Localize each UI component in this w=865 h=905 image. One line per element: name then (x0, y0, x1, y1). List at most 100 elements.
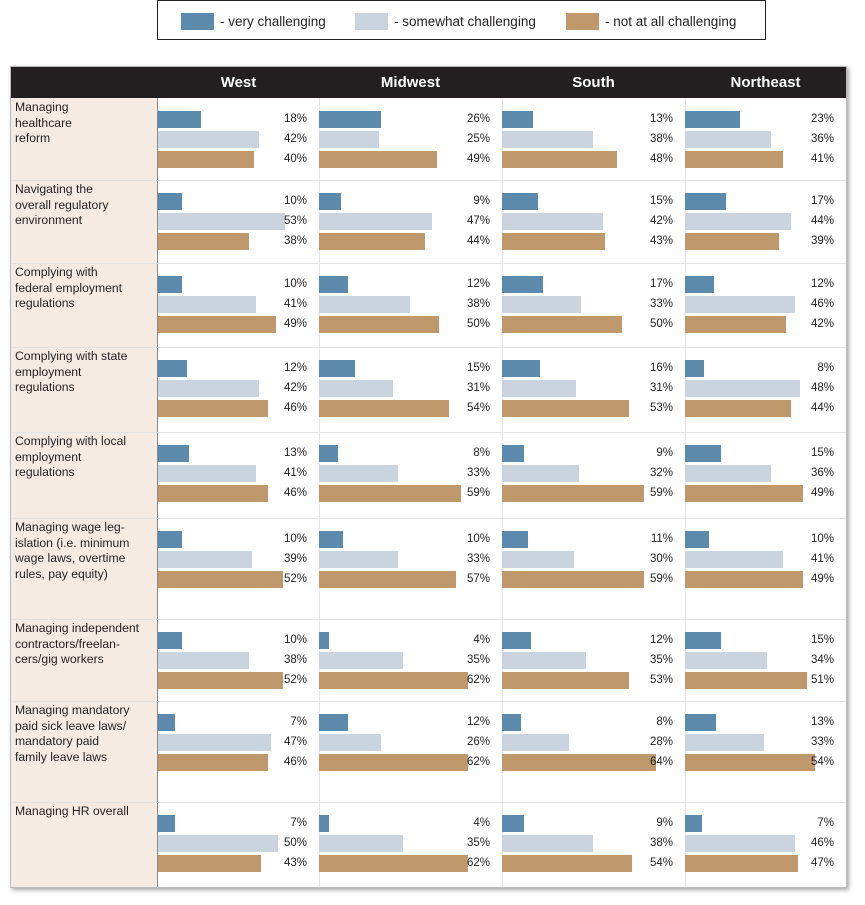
bar-west-not-at-all-challenging (158, 233, 249, 250)
data-label: 15% (649, 195, 673, 207)
bar-midwest-not-at-all-challenging (319, 571, 456, 588)
bar-midwest-very-challenging (319, 111, 381, 128)
row-label-line: employment (15, 449, 82, 464)
bar-south-not-at-all-challenging (502, 571, 644, 588)
data-label: 53% (649, 674, 673, 686)
bar-northeast-not-at-all-challenging (685, 400, 791, 417)
data-label: 4% (473, 634, 490, 646)
data-label: 8% (656, 716, 673, 728)
data-label: 13% (810, 716, 834, 728)
bar-northeast-very-challenging (685, 714, 716, 731)
data-label: 50% (649, 318, 673, 330)
data-label: 12% (466, 278, 490, 290)
legend-swatch-very (181, 13, 214, 30)
bar-midwest-very-challenging (319, 276, 348, 293)
data-label: 7% (290, 817, 307, 829)
data-label: 33% (466, 467, 490, 479)
bar-south-somewhat-challenging (502, 465, 579, 482)
label-column (11, 98, 158, 887)
bar-midwest-somewhat-challenging (319, 465, 398, 482)
row-label-line: Managing mandatory (15, 703, 130, 717)
data-label: 12% (466, 716, 490, 728)
bar-midwest-somewhat-challenging (319, 131, 379, 148)
data-label: 44% (466, 235, 490, 247)
data-label: 59% (466, 487, 490, 499)
row-label-line: Complying with state (15, 349, 128, 363)
data-label: 59% (649, 573, 673, 585)
data-label: 64% (649, 756, 673, 768)
bar-midwest-very-challenging (319, 815, 329, 832)
data-label: 17% (649, 278, 673, 290)
bar-northeast-very-challenging (685, 276, 714, 293)
data-label: 25% (466, 133, 490, 145)
data-label: 62% (466, 756, 490, 768)
data-label: 42% (283, 133, 307, 145)
data-label: 50% (466, 318, 490, 330)
data-label: 10% (283, 533, 307, 545)
data-label: 43% (283, 857, 307, 869)
data-label: 47% (283, 736, 307, 748)
bar-west-somewhat-challenging (158, 213, 285, 230)
data-label: 11% (650, 533, 673, 545)
data-label: 12% (283, 362, 307, 374)
row-divider (11, 432, 846, 433)
row-label-line: reform (15, 131, 51, 145)
row-label: Navigating the overall regulatory environm… (15, 182, 155, 229)
row-label-line: islation (i.e. minimum (15, 535, 130, 550)
bar-midwest-somewhat-challenging (319, 213, 432, 230)
row-label-line: Complying with (15, 265, 98, 279)
bar-northeast-somewhat-challenging (685, 465, 771, 482)
bar-south-not-at-all-challenging (502, 672, 629, 689)
bar-northeast-very-challenging (685, 815, 702, 832)
row-label: Managing independent contractors/freelan-… (15, 621, 155, 668)
row-label: Managing HR overall (15, 804, 155, 820)
row-label-line: contractors/freelan- (15, 636, 120, 651)
bar-south-not-at-all-challenging (502, 754, 656, 771)
bar-midwest-very-challenging (319, 445, 338, 462)
data-label: 4% (473, 817, 490, 829)
data-label: 54% (810, 756, 834, 768)
data-label: 54% (466, 402, 490, 414)
row-label-line: overall regulatory (15, 197, 109, 212)
data-label: 33% (649, 298, 673, 310)
bar-south-not-at-all-challenging (502, 855, 632, 872)
row-label-line: wage laws, overtime (15, 551, 126, 565)
data-label: 17% (810, 195, 834, 207)
data-label: 35% (466, 654, 490, 666)
bar-west-not-at-all-challenging (158, 855, 261, 872)
data-label: 38% (283, 235, 307, 247)
data-label: 53% (649, 402, 673, 414)
data-label: 38% (283, 654, 307, 666)
data-label: 46% (283, 756, 307, 768)
data-label: 8% (473, 447, 490, 459)
bar-midwest-somewhat-challenging (319, 652, 403, 669)
row-divider (11, 347, 846, 348)
bar-south-not-at-all-challenging (502, 400, 629, 417)
row-label-line: Managing wage leg- (15, 520, 125, 534)
row-divider (11, 518, 846, 519)
row-label: Managing healthcare reform (15, 100, 155, 147)
bar-west-somewhat-challenging (158, 652, 249, 669)
region-header-south: South (572, 74, 615, 91)
bar-south-very-challenging (502, 632, 531, 649)
data-label: 36% (810, 467, 834, 479)
bar-south-very-challenging (502, 111, 533, 128)
data-label: 8% (817, 362, 834, 374)
bar-west-somewhat-challenging (158, 131, 259, 148)
bar-northeast-not-at-all-challenging (685, 672, 807, 689)
bar-west-very-challenging (158, 193, 182, 210)
data-label: 33% (466, 553, 490, 565)
bar-midwest-not-at-all-challenging (319, 855, 468, 872)
bar-south-somewhat-challenging (502, 652, 586, 669)
data-label: 44% (810, 215, 834, 227)
bar-south-very-challenging (502, 815, 524, 832)
bar-midwest-not-at-all-challenging (319, 400, 449, 417)
data-label: 9% (656, 447, 673, 459)
row-label: Complying with state employment regulation… (15, 349, 155, 396)
data-label: 28% (649, 736, 673, 748)
bar-west-not-at-all-challenging (158, 316, 276, 333)
bar-west-somewhat-challenging (158, 835, 278, 852)
row-label: Complying with local employment regulation… (15, 434, 155, 481)
bar-west-somewhat-challenging (158, 296, 256, 313)
row-label-line: family leave laws (15, 749, 108, 764)
